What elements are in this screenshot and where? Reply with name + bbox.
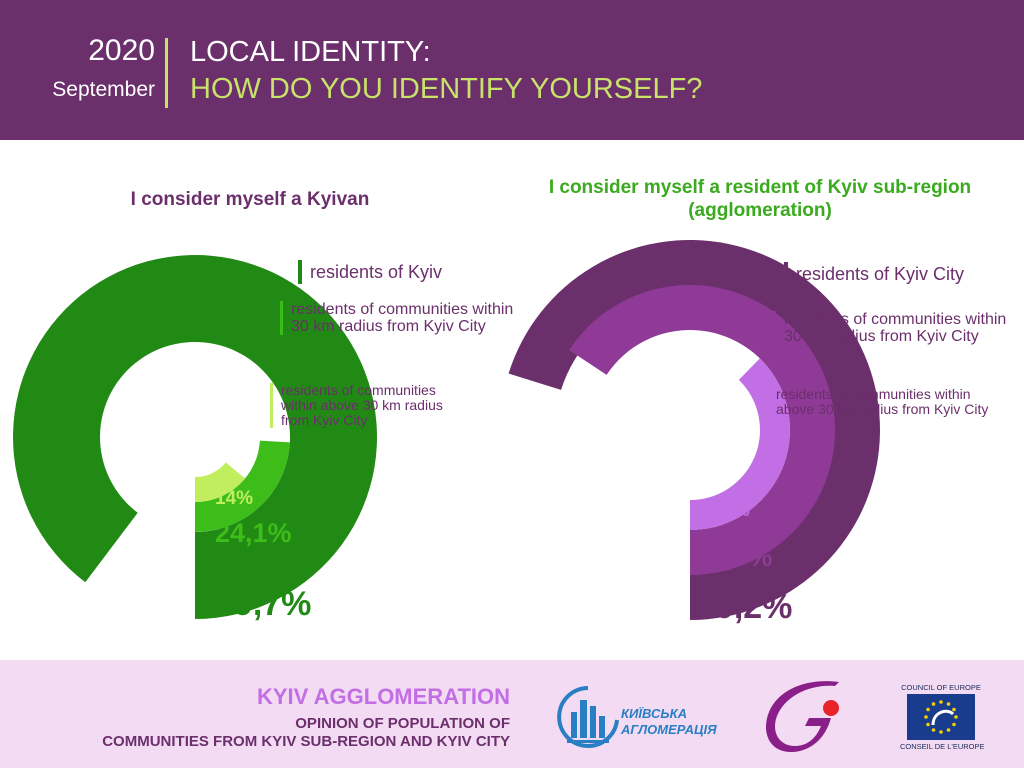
right-legend-kyiv-city: residents of Kyiv City (784, 262, 964, 286)
star-icon (926, 722, 930, 727)
star-icon (931, 702, 936, 706)
right-chart-title: I consider myself a resident of Kyiv sub… (548, 177, 972, 221)
left-chart-title: I consider myself a Kyivan (130, 189, 370, 210)
left-legend-kyiv: residents of Kyiv (298, 260, 442, 284)
logo-text-line1: КИЇВСЬКА (621, 706, 687, 721)
eu-stars-flag-icon (907, 694, 975, 740)
star-icon (946, 728, 951, 732)
right-legend-within-30km: residents of communities within 30 km ra… (773, 311, 1024, 345)
left-value-kyiv: 89,7% (215, 585, 312, 623)
g-swoosh-logo-icon (765, 681, 839, 752)
star-icon (952, 722, 956, 727)
footer-project-title: KYIV AGGLOMERATION (257, 684, 510, 709)
left-arc-kyiv (13, 254, 378, 619)
left-value-within-30km: 24,1% (215, 518, 292, 548)
left-legend-above-30km: residents of communities within above 30… (270, 383, 461, 428)
star-icon (954, 715, 958, 719)
coe-label-en: COUNCIL OF EUROPE (901, 683, 981, 692)
right-value-above-30km: 37,7% (696, 500, 750, 521)
kyiv-agglomeration-logo: КИЇВСЬКА АГЛОМЕРАЦІЯ (555, 682, 735, 752)
right-arc-within-30km (569, 285, 835, 575)
council-of-europe-logo: COUNCIL OF EUROPE CONSEIL DE L'EUROPE (900, 683, 985, 751)
coe-label-fr: CONSEIL DE L'EUROPE (900, 742, 985, 751)
survey-month: September (52, 78, 155, 101)
left-value-above-30km: 14% (215, 488, 254, 509)
radial-charts (13, 240, 881, 620)
footer-caption-line2: COMMUNITIES FROM KYIV SUB-REGION AND KYI… (102, 733, 510, 750)
right-radial-chart (508, 240, 881, 620)
star-icon (931, 728, 936, 732)
right-arc-above-30km (690, 358, 790, 530)
star-icon (926, 707, 930, 712)
page-subtitle: HOW DO YOU IDENTIFY YOURSELF? (190, 73, 703, 105)
header-banner: 2020 September LOCAL IDENTITY: HOW DO YO… (0, 0, 1024, 140)
star-icon (924, 715, 928, 719)
right-legend-above-30km: residents of communities within above 30… (765, 387, 1006, 417)
right-value-within-30km: 65,7% (696, 542, 773, 572)
header-divider (165, 38, 168, 108)
left-legend-within-30km: residents of communities within 30 km ra… (280, 301, 521, 335)
logo-text-line2: АГЛОМЕРАЦІЯ (621, 722, 717, 737)
footer: KYIV AGGLOMERATION OPINION OF POPULATION… (0, 660, 1024, 768)
city-buildings-icon (557, 686, 619, 748)
star-icon (946, 702, 951, 706)
left-arc-above-30km (195, 462, 246, 502)
survey-year: 2020 (88, 34, 155, 67)
page-title: LOCAL IDENTITY: (190, 36, 431, 68)
left-radial-chart (13, 254, 378, 619)
left-arc-within-30km (195, 440, 290, 532)
star-icon (952, 707, 956, 712)
star-icon (939, 730, 943, 734)
right-value-kyiv-city: 70,2% (696, 588, 793, 626)
footer-caption-line1: OPINION OF POPULATION OF (295, 715, 510, 732)
star-icon (939, 700, 943, 704)
